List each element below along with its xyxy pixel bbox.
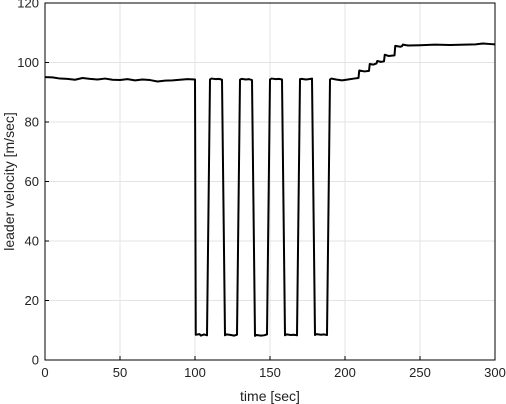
x-tick-label: 250 xyxy=(409,365,431,380)
series-group xyxy=(44,42,496,337)
x-tick-label: 300 xyxy=(484,365,506,380)
x-axis-label: time [sec] xyxy=(240,388,300,404)
x-tick-label: 50 xyxy=(113,365,127,380)
x-tick-label: 150 xyxy=(259,365,281,380)
x-axis-ticks: 0 50 100 150 200 250 300 xyxy=(41,356,506,380)
velocity-line xyxy=(44,42,496,337)
x-tick-label: 100 xyxy=(184,365,206,380)
y-axis-label: leader velocity [m/sec] xyxy=(1,112,17,251)
y-tick-label: 0 xyxy=(32,353,39,368)
y-tick-label: 40 xyxy=(25,234,39,249)
y-tick-label: 120 xyxy=(17,0,39,11)
x-tick-label: 0 xyxy=(41,365,48,380)
y-axis-ticks: 0 20 40 60 80 100 120 xyxy=(17,0,49,368)
y-tick-label: 20 xyxy=(25,293,39,308)
y-tick-label: 60 xyxy=(25,174,39,189)
x-tick-label: 200 xyxy=(334,365,356,380)
y-tick-label: 100 xyxy=(17,55,39,70)
y-tick-label: 80 xyxy=(25,115,39,130)
